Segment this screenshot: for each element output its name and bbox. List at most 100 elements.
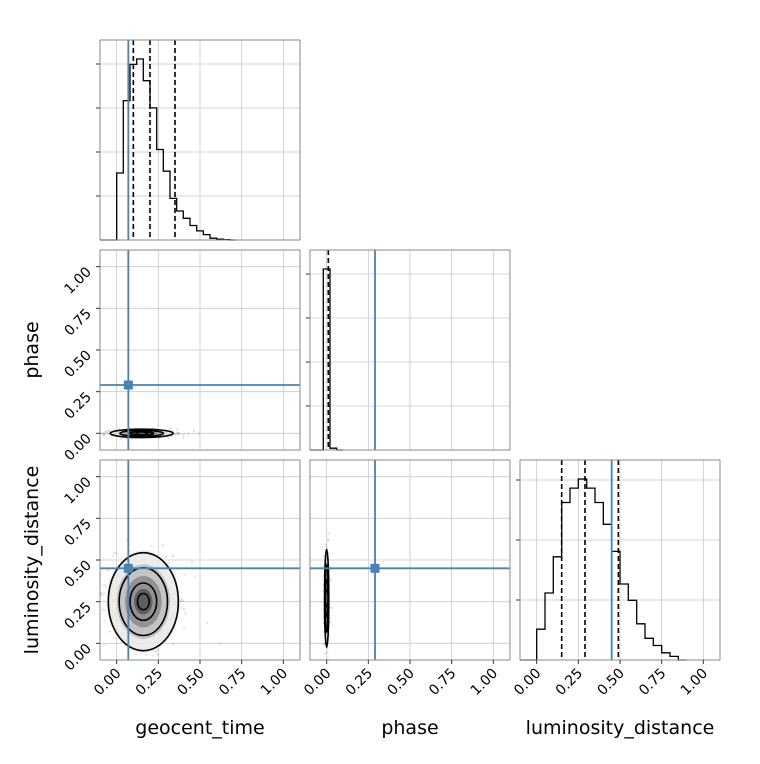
scatter-point xyxy=(102,644,106,647)
scatter-point xyxy=(183,607,186,611)
ytick-label-1-0: 0.00 xyxy=(61,641,94,674)
scatter-point xyxy=(329,579,332,582)
scatter-point xyxy=(105,586,108,589)
scatter-point xyxy=(169,427,172,430)
scatter-point xyxy=(323,652,327,655)
plot-area-b xyxy=(90,427,201,441)
contour-line-b-3 xyxy=(135,431,148,436)
xtick-label-2-3: 0.75 xyxy=(636,666,669,699)
scatter-point xyxy=(111,554,114,557)
scatter-point xyxy=(105,430,108,433)
truth-marker-d xyxy=(123,563,133,573)
scatter-point xyxy=(180,607,183,610)
scatter-point xyxy=(175,432,178,435)
scatter-point xyxy=(96,592,98,594)
xlabel-luminosity-distance: luminosity_distance xyxy=(526,717,715,739)
scatter-point xyxy=(103,433,106,436)
scatter-point xyxy=(327,538,330,542)
scatter-point xyxy=(107,569,110,572)
scatter-point xyxy=(100,591,103,595)
scatter-point xyxy=(90,432,92,434)
scatter-point xyxy=(326,665,328,667)
scatter-point xyxy=(171,435,174,438)
panel-phase-histogram xyxy=(306,249,511,451)
scatter-point xyxy=(61,633,63,635)
histogram-luminosity_distance xyxy=(520,478,687,661)
ytick-label-0-0: 0.00 xyxy=(61,431,94,464)
xtick-label-2-1: 0.25 xyxy=(553,666,586,699)
xtick-label-1-3: 0.75 xyxy=(426,666,459,699)
scatter-point xyxy=(144,653,147,656)
scatter-point xyxy=(326,651,329,654)
scatter-point xyxy=(143,663,145,665)
scatter-point xyxy=(183,573,186,576)
xtick-label-1-2: 0.50 xyxy=(384,666,417,699)
scatter-point xyxy=(205,621,208,624)
scatter-point xyxy=(102,432,105,435)
scatter-point xyxy=(182,433,185,436)
scatter-point xyxy=(107,429,110,432)
xtick-label-2-2: 0.50 xyxy=(594,666,627,699)
xtick-label-0-3: 0.75 xyxy=(216,666,249,699)
scatter-point xyxy=(161,544,164,547)
scatter-point xyxy=(90,429,92,431)
ytick-label-1-1: 0.25 xyxy=(61,599,94,632)
scatter-point xyxy=(150,545,153,548)
scatter-point xyxy=(327,539,330,542)
panel-geocent-time-histogram-frame xyxy=(99,39,301,241)
ytick-label-1-3: 0.75 xyxy=(61,516,94,549)
scatter-point xyxy=(179,600,182,603)
scatter-point xyxy=(120,437,123,440)
ytick-label-0-1: 0.25 xyxy=(61,389,94,422)
scatter-point xyxy=(130,438,133,441)
scatter-point xyxy=(106,432,109,435)
xtick-label-1-4: 1.00 xyxy=(468,666,501,699)
scatter-point xyxy=(97,568,99,570)
xtick-label-2-4: 1.00 xyxy=(678,666,711,699)
ytick-label-0-3: 0.75 xyxy=(61,306,94,339)
scatter-point xyxy=(101,608,104,611)
scatter-point xyxy=(329,621,332,624)
scatter-point xyxy=(172,642,175,646)
scatter-point xyxy=(182,436,185,439)
ylabel-phase: phase xyxy=(21,321,43,378)
scatter-point xyxy=(112,551,115,554)
scatter-point xyxy=(324,543,327,546)
plot-area-e xyxy=(322,532,333,667)
xtick-label-0-2: 0.50 xyxy=(174,666,207,699)
panel-phase-histogram-frame xyxy=(309,249,511,451)
panel-luminosity-distance-vs-phase xyxy=(309,459,511,667)
scatter-point xyxy=(177,431,180,434)
contour-line-d-0 xyxy=(107,551,180,652)
scatter-point xyxy=(197,432,201,435)
scatter-point xyxy=(174,432,177,435)
scatter-point xyxy=(182,599,185,602)
scatter-point xyxy=(91,434,93,436)
scatter-point xyxy=(177,432,181,435)
xtick-label-2-0: 0.00 xyxy=(511,666,544,699)
ylabel-luminosity-distance: luminosity_distance xyxy=(21,466,43,655)
scatter-point xyxy=(330,606,333,610)
contour-line-b-0 xyxy=(109,428,174,439)
scatter-point xyxy=(165,556,168,559)
scatter-point xyxy=(156,653,159,656)
scatter-point xyxy=(109,630,112,633)
truth-marker-b xyxy=(123,380,133,390)
xlabel-phase: phase xyxy=(381,717,438,739)
scatter-point xyxy=(322,642,326,645)
scatter-point xyxy=(218,642,221,645)
xtick-label-0-4: 1.00 xyxy=(258,666,291,699)
ytick-label-0-2: 0.50 xyxy=(61,348,94,381)
ytick-label-1-4: 1.00 xyxy=(61,474,94,507)
ytick-label-0-4: 1.00 xyxy=(61,264,94,297)
xtick-label-0-1: 0.25 xyxy=(133,666,166,699)
contour-line-d-2 xyxy=(129,582,158,622)
scatter-point xyxy=(95,590,97,592)
x-tick-labels: 0.00 0.25 0.50 0.75 1.00 0.00 0.25 0.50 0.75 1.00… xyxy=(91,660,711,699)
scatter-point xyxy=(115,552,118,555)
scatter-point xyxy=(103,584,106,587)
scatter-point xyxy=(180,598,183,601)
panel-geocent-time-histogram xyxy=(96,39,301,241)
xlabel-geocent-time: geocent_time xyxy=(135,717,264,739)
